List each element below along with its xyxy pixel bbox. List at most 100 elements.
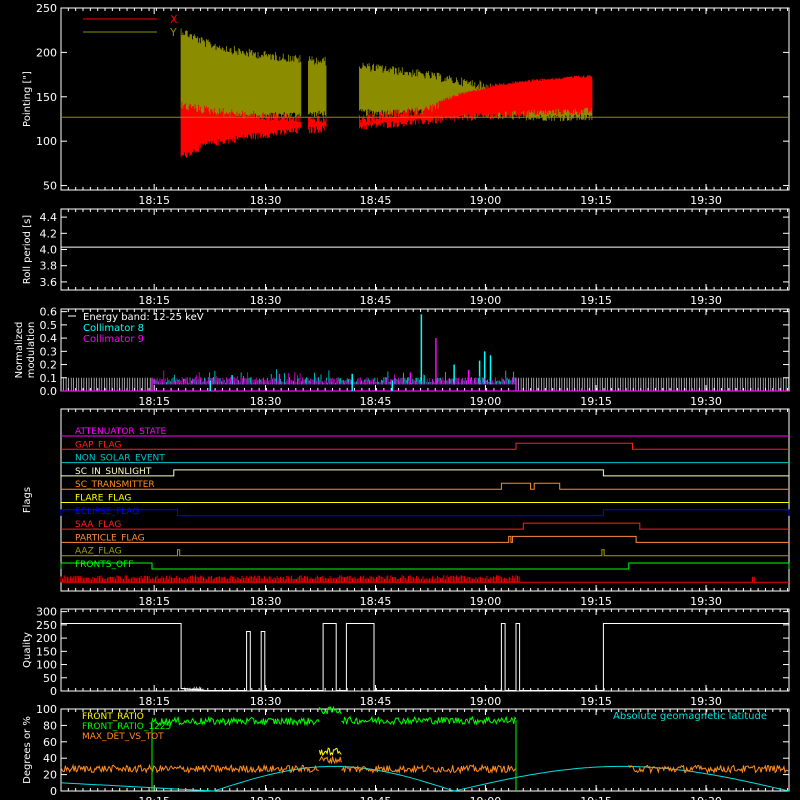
y-tick-label: 150 [36,91,57,104]
quality-noise [180,686,204,691]
flag-label-aaz-flag: AAZ_FLAG [75,547,122,557]
x-tick-label: 19:00 [470,595,502,608]
x-tick-label: 19:30 [690,294,722,307]
x-tick-label: 19:15 [580,795,612,800]
series-max-det-vs-tot [341,763,517,775]
x-tick-label: 18:45 [360,194,392,207]
flag-label-eclipse-flag: ECLIPSE_FLAG [75,507,139,517]
panel-5: 18:15 18:30 18:45 19:00 19:15 19:30 Quality 050… [22,606,790,708]
series-front-ratio-1225 [318,705,342,715]
legend-label-front-ratio-1225: FRONT_RATIO_1225 [82,722,171,732]
series-max-det-vs-tot [318,755,342,765]
series-front-ratio-1225 [341,715,517,726]
y-axis-label: Pointing ["] [22,71,33,127]
legend-label-max-det-vs-tot: MAX_DET_VS_TOT [82,732,164,742]
y-tick-label: 0.5 [40,319,58,332]
y-tick-label: 50 [43,672,57,685]
x-tick-label: 18:45 [360,695,392,708]
y-tick-label: 200 [36,632,57,645]
geomagnetic-latitude-arc [213,765,455,792]
x-tick-label: 19:15 [580,395,612,408]
flag-line-saa-flag [61,522,789,530]
y-tick-label: 100 [36,135,57,148]
x-tick-label: 18:15 [138,294,170,307]
flag-label-fronts-off: FRONTS_OFF [75,560,133,570]
y-tick-label: 0.0 [40,385,58,398]
y-tick-label: 100 [36,659,57,672]
series-x-upper [439,74,593,115]
y-axis-label: Degrees or % [22,716,33,784]
x-tick-label: 18:15 [138,194,170,207]
flag-line-sc-transmitter [61,482,789,490]
panel-3: 18:15 18:30 18:45 19:00 19:15 19:30 Normalized… [14,306,790,408]
series-x-band [180,101,302,158]
series-x-band [359,75,593,130]
series-y-band [180,28,302,122]
geomagnetic-latitude-arc [60,782,214,792]
y-tick-label: 0 [50,685,57,698]
flag-label-flare-flag: FLARE_FLAG [75,494,131,504]
x-tick-label: 18:15 [138,395,170,408]
geomagnetic-latitude-annotation: Absolute geomagnetic latitude [613,711,767,722]
y-tick-label: 0.6 [40,306,58,319]
flag-line-gap-flag [61,442,789,450]
legend-label-y: Y [169,26,177,39]
series-front-ratio-1225 [151,715,320,727]
y-tick-label: 0.2 [40,359,58,372]
y-tick-label: 0 [50,785,57,798]
y-tick-label: 150 [36,645,57,658]
y-tick-label: 60 [43,736,57,749]
y-tick-label: 80 [43,719,57,732]
series-max-det-vs-tot [60,763,319,774]
x-tick-label: 18:15 [138,795,170,800]
y-tick-label: 3.8 [40,260,58,273]
legend-label-x: X [170,13,178,26]
y-tick-label: 50 [43,180,57,193]
flag-label-saa-flag: SAA_FLAG [75,520,121,530]
x-tick-label: 18:45 [360,294,392,307]
x-tick-label: 19:30 [690,595,722,608]
flag-label-attenuator-state: ATTENUATOR_STATE [75,427,167,437]
panel-frame [60,7,790,191]
x-tick-label: 18:45 [360,795,392,800]
x-tick-label: 19:30 [690,795,722,800]
x-tick-label: 19:00 [470,395,502,408]
x-tick-label: 19:00 [470,795,502,800]
x-tick-label: 19:00 [470,194,502,207]
x-tick-label: 19:15 [580,695,612,708]
panel-4: 18:15 18:30 18:45 19:00 19:15 19:30 Flags ATTEN… [22,408,790,608]
legend-label: Collimator 8 [83,323,144,334]
x-tick-label: 18:45 [360,395,392,408]
flag-line-particle-flag [61,535,789,543]
y-tick-label: 300 [36,606,57,619]
legend-label-front-ratio: FRONT_RATIO [82,712,144,722]
y-tick-label: 4.2 [40,227,58,240]
x-tick-label: 19:15 [580,294,612,307]
y-axis-label: Quality [22,632,33,668]
series-y-band [308,56,327,118]
x-tick-label: 18:30 [250,695,282,708]
y-tick-label: 4.4 [40,211,58,224]
y-tick-label: 250 [36,2,57,15]
flag-label-particle-flag: PARTICLE_FLAG [75,533,145,543]
geomagnetic-latitude-arc [453,765,790,792]
y-tick-label: 0.1 [40,372,58,385]
y-tick-label: 3.6 [40,276,58,289]
x-tick-label: 19:30 [690,194,722,207]
y-tick-label: 0.4 [40,332,58,345]
x-tick-label: 19:30 [690,395,722,408]
panel-frame [60,708,790,792]
panel-frame [60,408,790,592]
x-tick-label: 19:15 [580,194,612,207]
series-max-det-vs-tot [628,764,789,775]
y-tick-label: 250 [36,619,57,632]
x-tick-label: 19:00 [470,294,502,307]
panel-6: 18:15 18:30 18:45 19:00 19:15 19:30 Degrees or… [22,703,790,800]
x-tick-label: 19:00 [470,695,502,708]
flag-label-gap-flag: GAP_FLAG [75,440,121,450]
x-tick-label: 19:15 [580,595,612,608]
x-tick-label: 18:30 [250,395,282,408]
flag-line-fronts-off [60,562,790,570]
